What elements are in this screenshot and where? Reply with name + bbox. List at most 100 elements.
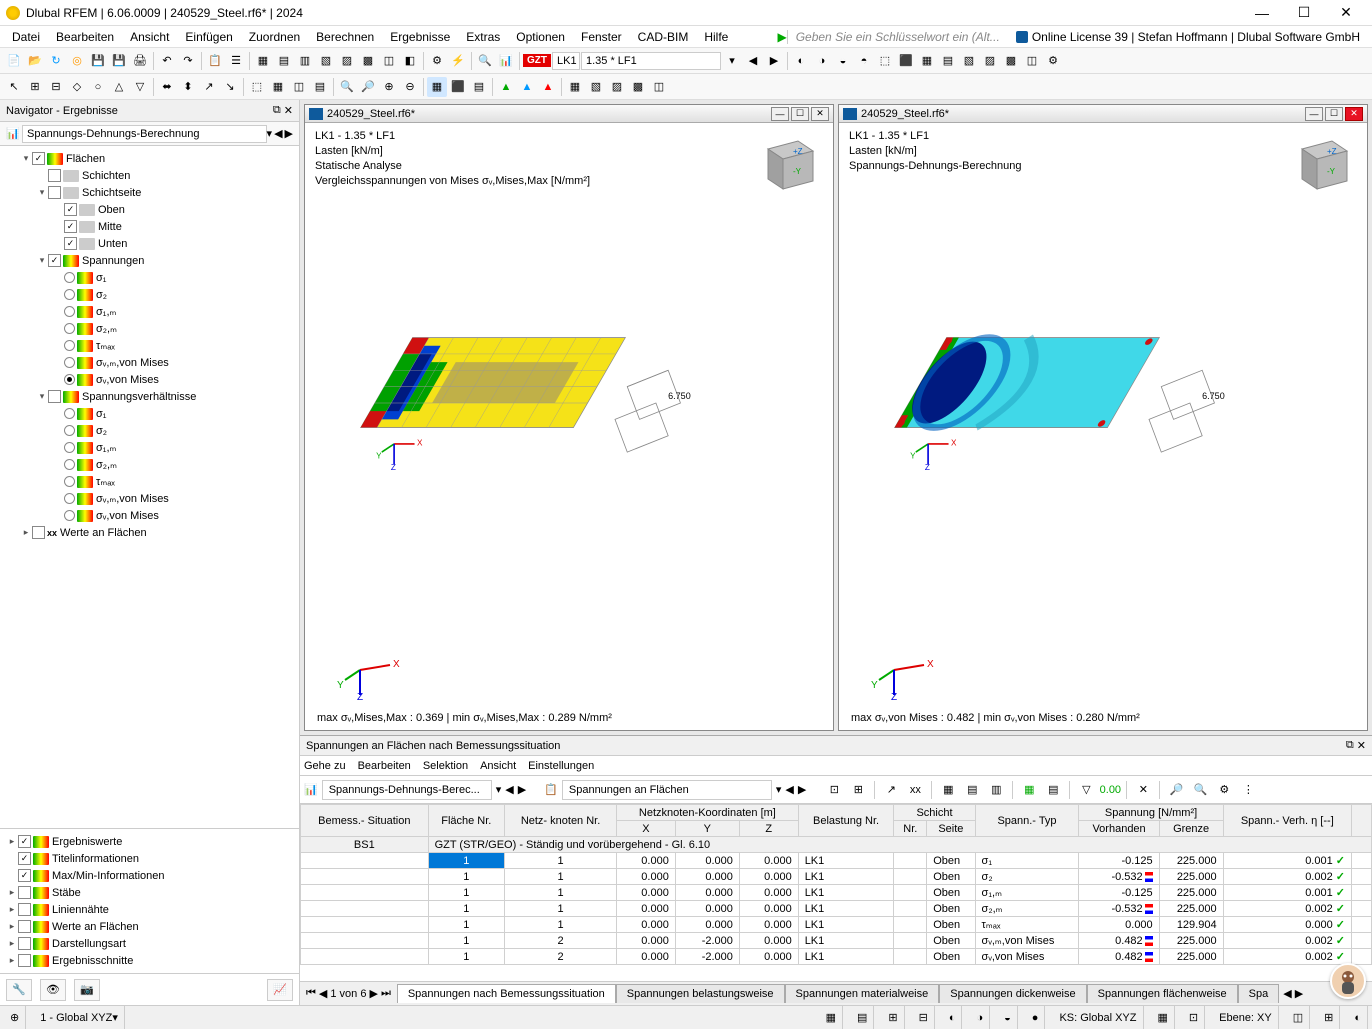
results-tab[interactable]: Spannungen belastungsweise [616,984,785,1003]
undock-icon[interactable]: ⧉ [273,104,281,117]
help-avatar[interactable] [1330,963,1366,999]
vp2-min[interactable]: — [1305,107,1323,121]
vp1-close[interactable]: ✕ [811,107,829,121]
s4[interactable]: ◇ [67,77,87,97]
rt16[interactable]: ⋮ [1238,780,1258,800]
foot-wrench-icon[interactable]: 🔧 [6,979,32,1001]
table-row[interactable]: 120.000-2.0000.000LK1Obenσᵥ,von Mises0.4… [301,949,1372,965]
s3[interactable]: ⊟ [46,77,66,97]
s7[interactable]: ▽ [130,77,150,97]
print-icon[interactable]: 🖨 [130,51,150,71]
rt13[interactable]: 🔎 [1166,780,1186,800]
s8[interactable]: ⬌ [157,77,177,97]
rt7[interactable]: ▥ [986,780,1006,800]
s20[interactable]: ▦ [427,77,447,97]
r9[interactable]: ▧ [959,51,979,71]
resmenu-ansicht[interactable]: Ansicht [480,760,516,772]
foot-eye-icon[interactable]: 👁 [40,979,66,1001]
table-row[interactable]: 110.0000.0000.000LK1Obenσ₂-0.532225.0000… [301,869,1372,885]
result-type-combo[interactable]: Spannungs-Dehnungs-Berechnung [22,125,267,143]
results-tab[interactable]: Spannungen nach Bemessungssituation [397,984,616,1003]
s17[interactable]: 🔎 [358,77,378,97]
last-page[interactable]: ⏭ [381,987,391,1000]
rt9[interactable]: ▤ [1043,780,1063,800]
res-combo2[interactable]: Spannungen an Flächen [562,780,772,800]
s14[interactable]: ◫ [289,77,309,97]
rt8[interactable]: ▦ [1019,780,1039,800]
cs-combo[interactable]: 1 - Global XYZ ▾ [34,1006,125,1029]
rt3[interactable]: ↗ [881,780,901,800]
menu-cad-bim[interactable]: CAD-BIM [630,28,697,46]
combo-prev[interactable]: ◀ [272,127,284,140]
r3[interactable]: ◒ [833,51,853,71]
undo-icon[interactable]: ↶ [157,51,177,71]
menu-ansicht[interactable]: Ansicht [122,28,177,46]
r6[interactable]: ⬛ [896,51,916,71]
tabs-scroll[interactable]: ◀ ▶ [1279,987,1307,1000]
close-button[interactable]: ✕ [1326,2,1366,24]
lf-next[interactable]: ▶ [764,51,784,71]
results-tab[interactable]: Spannungen flächenweise [1087,984,1238,1003]
s23[interactable]: ▲ [496,77,516,97]
resmenu-selektion[interactable]: Selektion [423,760,468,772]
rt10[interactable]: ▽ [1076,780,1096,800]
redo-icon[interactable]: ↷ [178,51,198,71]
vp2-close[interactable]: ✕ [1345,107,1363,121]
open-icon[interactable]: 📂 [25,51,45,71]
new-icon[interactable]: 📄 [4,51,24,71]
t9[interactable]: ⚙ [427,51,447,71]
viewport-left[interactable]: 240529_Steel.rf6* — ☐ ✕ LK1 - 1.35 * LF1… [304,104,834,731]
t12[interactable]: 📊 [496,51,516,71]
table-row[interactable]: 120.000-2.0000.000LK1Obenσᵥ,ₘ,von Mises0… [301,933,1372,949]
maximize-button[interactable]: ☐ [1284,2,1324,24]
menu-fenster[interactable]: Fenster [573,28,630,46]
view-cube[interactable]: +Z -Y [753,129,823,199]
results-tab[interactable]: Spannungen dickenweise [939,984,1086,1003]
t1[interactable]: ▦ [253,51,273,71]
next-page[interactable]: ▶ [369,987,377,1000]
vp2-max[interactable]: ☐ [1325,107,1343,121]
lf-dd[interactable]: ▾ [722,51,742,71]
r12[interactable]: ◫ [1022,51,1042,71]
menu-zuordnen[interactable]: Zuordnen [241,28,308,46]
r10[interactable]: ▨ [980,51,1000,71]
rt2[interactable]: ⊞ [848,780,868,800]
close-icon[interactable]: ✕ [1357,739,1366,752]
rt14[interactable]: 🔍 [1190,780,1210,800]
rt11[interactable]: 0.00 [1100,780,1120,800]
lf-combo[interactable]: 1.35 * LF1 [581,52,721,70]
rt6[interactable]: ▤ [962,780,982,800]
rt5[interactable]: ▦ [938,780,958,800]
rt1[interactable]: ⊡ [824,780,844,800]
resmenu-bearbeiten[interactable]: Bearbeiten [358,760,411,772]
r2[interactable]: ◑ [812,51,832,71]
s24[interactable]: ▲ [517,77,537,97]
r8[interactable]: ▤ [938,51,958,71]
s10[interactable]: ↗ [199,77,219,97]
menu-datei[interactable]: Datei [4,28,48,46]
close-panel-icon[interactable]: ✕ [284,104,293,117]
s12[interactable]: ⬚ [247,77,267,97]
combo-next[interactable]: ▶ [285,127,293,140]
s27[interactable]: ▧ [586,77,606,97]
menu-bearbeiten[interactable]: Bearbeiten [48,28,122,46]
table-row[interactable]: 110.0000.0000.000LK1Obenσ₂,ₘ-0.532225.00… [301,901,1372,917]
s22[interactable]: ▤ [469,77,489,97]
resmenu-einstellungen[interactable]: Einstellungen [528,760,594,772]
t6[interactable]: ▩ [358,51,378,71]
t10[interactable]: ⚡ [448,51,468,71]
s29[interactable]: ▩ [628,77,648,97]
s5[interactable]: ○ [88,77,108,97]
results-tab[interactable]: Spannungen materialweise [785,984,940,1003]
results-grid[interactable]: Bemess.- Situation Fläche Nr. Netz- knot… [300,804,1372,981]
r13[interactable]: ⚙ [1043,51,1063,71]
save-icon[interactable]: 💾 [88,51,108,71]
menu-hilfe[interactable]: Hilfe [696,28,736,46]
prev-page[interactable]: ◀ [319,987,327,1000]
s28[interactable]: ▨ [607,77,627,97]
s21[interactable]: ⬛ [448,77,468,97]
rt12[interactable]: ✕ [1133,780,1153,800]
results-tab[interactable]: Spa [1238,984,1280,1003]
r1[interactable]: ◐ [791,51,811,71]
menu-einfügen[interactable]: Einfügen [177,28,240,46]
